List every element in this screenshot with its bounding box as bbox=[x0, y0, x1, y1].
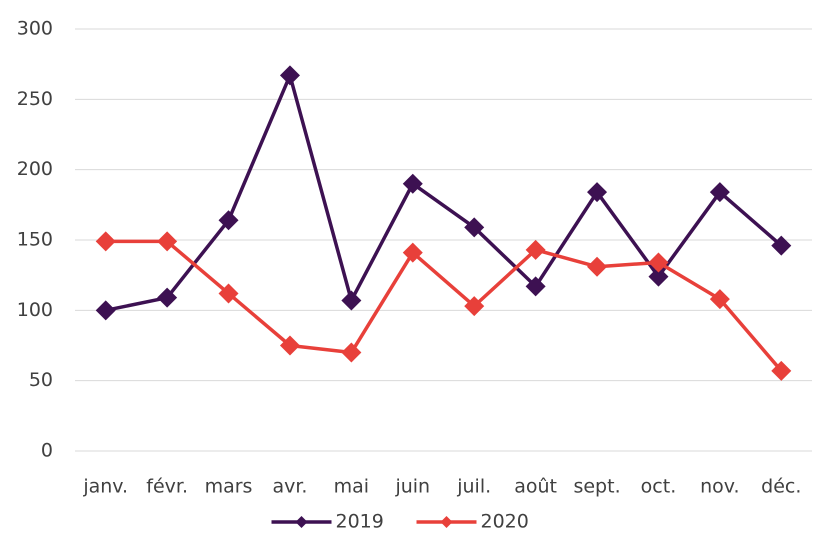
y-tick-label: 250 bbox=[17, 88, 53, 110]
x-tick-label: déc. bbox=[761, 476, 801, 498]
data-point bbox=[95, 231, 116, 252]
legend-label: 2020 bbox=[481, 511, 529, 533]
data-point bbox=[464, 217, 485, 238]
x-tick-label: juin bbox=[394, 476, 430, 498]
data-point bbox=[464, 296, 485, 317]
data-point bbox=[341, 342, 362, 363]
data-point bbox=[587, 256, 608, 277]
data-point bbox=[279, 65, 300, 86]
data-point bbox=[157, 231, 178, 252]
data-point bbox=[648, 266, 669, 287]
x-tick-label: sept. bbox=[573, 476, 620, 498]
legend-marker bbox=[295, 516, 308, 528]
data-point bbox=[771, 360, 792, 381]
x-tick-label: févr. bbox=[146, 476, 188, 498]
data-point bbox=[218, 210, 239, 231]
x-tick-label: nov. bbox=[700, 476, 739, 498]
y-tick-label: 50 bbox=[29, 369, 53, 391]
data-point bbox=[771, 235, 792, 256]
data-point bbox=[709, 289, 730, 310]
data-point bbox=[157, 287, 178, 308]
data-point bbox=[525, 276, 546, 297]
series-line bbox=[105, 239, 783, 372]
y-tick-label: 150 bbox=[17, 229, 53, 251]
series-line bbox=[105, 73, 783, 313]
x-tick-label: avr. bbox=[272, 476, 307, 498]
data-point bbox=[648, 252, 669, 273]
y-tick-label: 100 bbox=[17, 299, 53, 321]
legend-marker bbox=[440, 516, 453, 528]
y-tick-label: 0 bbox=[41, 440, 53, 462]
x-tick-label: oct. bbox=[641, 476, 677, 498]
legend-label: 2019 bbox=[336, 511, 384, 533]
x-tick-label: mai bbox=[334, 476, 369, 498]
x-tick-label: juil. bbox=[456, 476, 491, 498]
x-tick-label: janv. bbox=[82, 476, 128, 498]
data-point bbox=[525, 239, 546, 260]
x-tick-label: août bbox=[514, 476, 557, 498]
data-point bbox=[587, 182, 608, 203]
data-point bbox=[341, 290, 362, 311]
data-point bbox=[95, 300, 116, 321]
data-point bbox=[218, 283, 239, 304]
data-point bbox=[402, 173, 423, 194]
data-point bbox=[279, 335, 300, 356]
x-tick-label: mars bbox=[205, 476, 253, 498]
y-tick-label: 300 bbox=[17, 18, 53, 40]
data-point bbox=[402, 242, 423, 263]
data-point bbox=[709, 182, 730, 203]
y-tick-label: 200 bbox=[17, 158, 53, 180]
